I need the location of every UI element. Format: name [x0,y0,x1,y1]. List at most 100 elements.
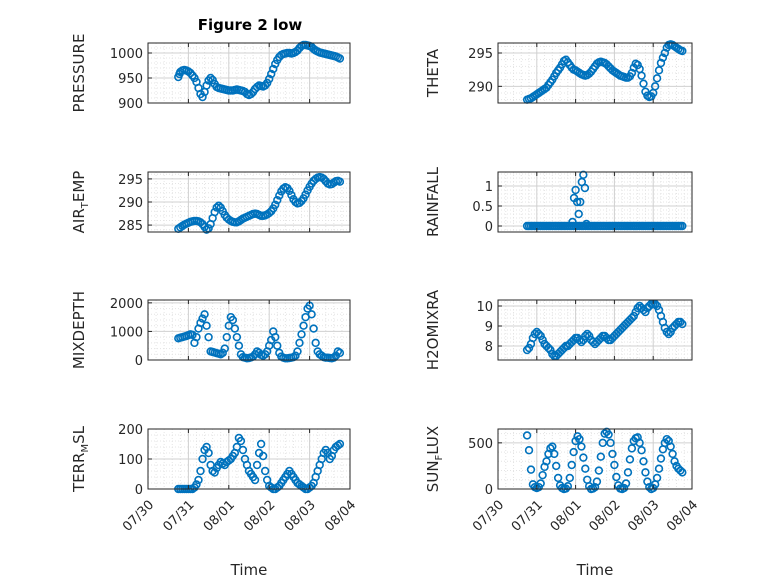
data-point [206,73,215,83]
y-tick-label: 950 [118,72,143,87]
data-point [567,460,576,470]
data-point [202,321,211,330]
data-point [658,53,668,62]
y-tick-label: 100 [118,453,143,468]
data-point [218,348,227,358]
data-point [522,345,532,355]
data-point [524,446,534,455]
y-tick-label: 500 [468,437,493,452]
data-point [650,82,660,91]
data-point [637,71,646,80]
data-point [232,332,242,342]
data-point [676,317,685,327]
data-point [581,331,590,341]
data-point [641,87,650,96]
data-point [627,444,637,453]
data-point [656,454,666,463]
data-point [650,299,660,309]
data-point [666,442,675,451]
y-tick-label: 0 [485,220,493,235]
data-point [678,319,687,329]
y-tick-label: 1000 [110,325,143,340]
data-point [575,434,584,444]
data-point [569,447,578,457]
y-axis-label: AIRTEMP [70,171,91,234]
data-point [260,466,270,476]
data-point [584,331,594,341]
data-point [534,329,543,339]
data-point [577,442,586,451]
subplot-3: 0 0.5 1 RAINFALL [424,166,693,237]
data-point [604,430,613,439]
data-point [271,332,280,342]
data-point [275,191,284,200]
data-point [652,301,662,311]
data-point [287,190,296,200]
data-point [639,79,648,88]
data-point [234,341,244,350]
data-point [670,457,679,466]
data-point [656,58,666,68]
data-point [250,475,260,485]
data-point [582,219,591,229]
data-point [335,348,345,358]
subplot-1: 290 295 THETA [424,40,693,104]
data-point [258,451,268,461]
data-point [210,207,219,217]
data-point [592,477,602,486]
y-tick-label: 2000 [110,297,143,312]
data-point [546,444,555,453]
data-point [652,473,662,483]
data-point [198,314,207,323]
y-axis-label: THETA [424,48,442,98]
data-point [252,460,262,470]
y-axis-label: SUNFLUX [424,426,445,492]
data-point [608,449,617,459]
data-point [273,341,282,350]
data-point [538,335,547,345]
data-point [629,311,638,321]
axes-box [147,42,351,104]
data-point [662,434,671,444]
data-point [631,307,640,317]
data-point [676,466,685,475]
data-point [583,329,592,339]
data-point [526,465,536,474]
data-point [551,461,561,471]
data-point [627,313,637,323]
data-point [633,60,642,70]
data-point [271,200,280,209]
data-point [668,449,677,459]
data-point [335,54,345,63]
data-point [212,203,221,212]
data-point [208,75,217,85]
data-point [196,466,205,476]
y-tick-label: 1 [485,180,493,195]
y-tick-label: 295 [118,173,143,188]
data-point [204,332,213,342]
data-point [538,470,547,480]
data-point [678,46,687,56]
data-point [265,208,274,218]
y-tick-label: 8 [485,340,493,355]
data-point [571,185,580,195]
y-axis-label: TERRMSL [70,425,91,493]
y-tick-label: 0 [485,483,493,498]
y-tick-label: 295 [468,47,493,62]
data-point [548,442,557,451]
y-axis-label: PRESSURE [70,34,88,113]
data-point [572,197,582,207]
data-point [536,331,545,341]
data-point [666,327,675,337]
data-point [192,332,201,342]
data-point [228,315,238,325]
data-point [319,174,328,184]
data-point [664,329,673,339]
y-axis-label: MIXDEPTH [70,291,88,369]
data-point [309,324,318,333]
figure-title: Figure 2 low [198,16,303,34]
data-point [660,323,670,333]
data-point [196,218,205,227]
